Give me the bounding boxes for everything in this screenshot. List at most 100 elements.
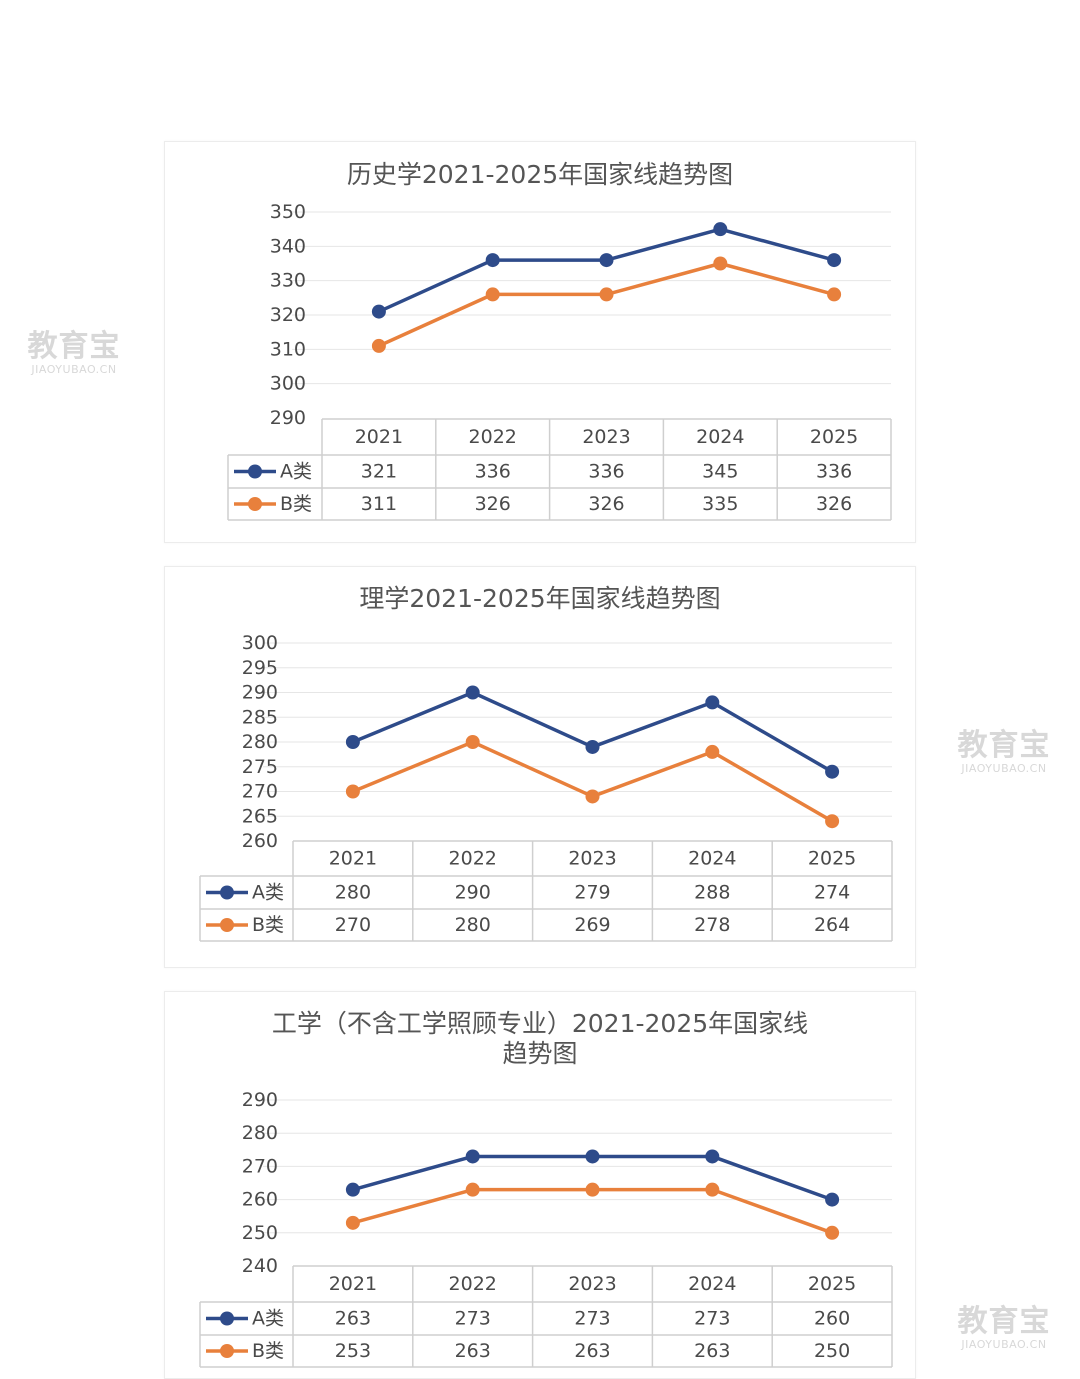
x-category-label: 2025: [808, 1273, 856, 1295]
data-point: [345, 784, 360, 799]
y-tick-label: 275: [242, 756, 278, 778]
table-cell-value: 336: [475, 461, 511, 483]
table-cell-value: 336: [588, 461, 624, 483]
data-point: [705, 1149, 720, 1164]
x-category-label: 2022: [449, 1273, 497, 1295]
data-point: [485, 287, 500, 302]
y-tick-label: 290: [270, 407, 306, 429]
data-point: [713, 256, 728, 271]
x-category-label: 2024: [696, 426, 744, 448]
chart-card-history: 历史学2021-2025年国家线趋势图 290 300 310 320 330 340 35…: [164, 141, 916, 543]
y-tick-label: 320: [270, 304, 306, 326]
data-point: [827, 253, 842, 268]
watermark-logo: 教育宝 JIAOYUBAO.CN: [948, 729, 1060, 775]
data-point: [345, 1182, 360, 1197]
watermark-domain: JIAOYUBAO.CN: [961, 762, 1047, 775]
chart-title: 工学（不含工学照顾专业）2021-2025年国家线: [271, 1009, 809, 1038]
y-tick-label: 270: [242, 781, 278, 803]
legend-label: A类: [280, 461, 312, 483]
table-cell-value: 260: [814, 1308, 850, 1330]
data-point: [599, 287, 614, 302]
legend-label: B类: [252, 1340, 284, 1362]
watermark-domain: JIAOYUBAO.CN: [31, 363, 117, 376]
y-tick-label: 300: [242, 632, 278, 654]
chart-title: 历史学2021-2025年国家线趋势图: [346, 160, 734, 189]
watermark-domain: JIAOYUBAO.CN: [961, 1338, 1047, 1351]
x-category-label: 2023: [568, 1273, 616, 1295]
table-cell-value: 280: [455, 914, 491, 936]
data-point: [825, 1225, 840, 1240]
y-tick-label: 280: [242, 731, 278, 753]
table-cell-value: 270: [335, 914, 371, 936]
data-point: [465, 1149, 480, 1164]
data-point: [825, 764, 840, 779]
table-cell-value: 273: [574, 1308, 610, 1330]
y-tick-label: 295: [242, 657, 278, 679]
legend-marker: [220, 1311, 234, 1326]
data-point: [713, 222, 728, 237]
y-tick-label: 270: [242, 1155, 278, 1177]
y-tick-label: 260: [242, 830, 278, 852]
data-point: [345, 1215, 360, 1230]
table-cell-value: 326: [816, 493, 852, 515]
series-line: [378, 261, 835, 348]
data-point: [599, 253, 614, 268]
table-cell-value: 336: [816, 461, 852, 483]
table-cell-value: 279: [574, 882, 610, 904]
y-tick-label: 290: [242, 682, 278, 704]
y-tick-label: 330: [270, 270, 306, 292]
table-cell-value: 263: [335, 1308, 371, 1330]
x-category-label: 2021: [329, 848, 377, 870]
data-point: [585, 1149, 600, 1164]
y-tick-label: 285: [242, 706, 278, 728]
y-tick-label: 340: [270, 235, 306, 257]
y-tick-label: 280: [242, 1122, 278, 1144]
legend-label: B类: [252, 914, 284, 936]
data-point: [371, 304, 386, 319]
data-point: [345, 735, 360, 749]
data-point: [705, 695, 720, 710]
watermark-brand: 教育宝: [957, 728, 1051, 763]
table-cell-value: 321: [361, 461, 397, 483]
legend-marker: [248, 497, 262, 511]
x-category-label: 2021: [355, 426, 403, 448]
data-point: [705, 744, 720, 759]
x-category-label: 2025: [808, 848, 856, 870]
y-tick-label: 260: [242, 1189, 278, 1211]
x-category-label: 2024: [688, 848, 736, 870]
y-tick-label: 240: [242, 1255, 278, 1277]
table-cell-value: 250: [814, 1340, 850, 1362]
table-cell-value: 326: [588, 493, 624, 515]
data-point: [465, 735, 480, 749]
table-cell-value: 290: [455, 882, 491, 904]
data-point: [371, 338, 386, 353]
chart-card-science: 理学2021-2025年国家线趋势图 260 265 270 275 280 285 290…: [164, 566, 916, 968]
y-tick-label: 250: [242, 1222, 278, 1244]
legend-label: B类: [280, 493, 312, 515]
y-tick-label: 350: [270, 201, 306, 223]
data-point: [585, 789, 600, 804]
watermark-logo: 教育宝 JIAOYUBAO.CN: [948, 1305, 1060, 1351]
legend-marker: [220, 1344, 234, 1358]
legend-marker: [248, 464, 262, 479]
line-chart-engineering: 240 250 260 270 280 290 2021 2022 2023 2024 2025 A类…: [199, 1089, 893, 1368]
data-point: [585, 1182, 600, 1197]
watermark-logo: 教育宝 JIAOYUBAO.CN: [18, 330, 130, 376]
data-point: [485, 253, 500, 268]
y-tick-label: 300: [270, 373, 306, 395]
table-cell-value: 274: [814, 882, 850, 904]
legend-label: A类: [252, 882, 284, 904]
table-cell-value: 311: [361, 493, 397, 515]
x-category-label: 2021: [329, 1273, 377, 1295]
table-cell-value: 280: [335, 882, 371, 904]
table-cell-value: 269: [574, 914, 610, 936]
table-cell-value: 326: [475, 493, 511, 515]
x-category-label: 2022: [469, 426, 517, 448]
y-tick-label: 265: [242, 805, 278, 827]
chart-card-engineering: 工学（不含工学照顾专业）2021-2025年国家线 趋势图 240 250 260 2…: [164, 991, 916, 1379]
y-tick-label: 310: [270, 338, 306, 360]
line-chart-history: 290 300 310 320 330 340 350 2021 2022 2023 2024 202…: [227, 201, 892, 521]
data-point: [705, 1182, 720, 1197]
x-category-label: 2023: [582, 426, 630, 448]
